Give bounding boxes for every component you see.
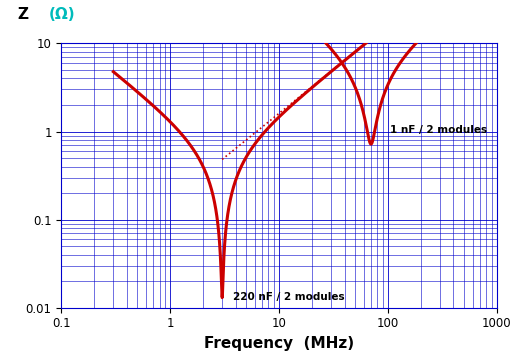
Text: Z: Z [18, 7, 34, 22]
Text: (Ω): (Ω) [48, 7, 75, 22]
Text: 1 nF / 2 modules: 1 nF / 2 modules [390, 125, 487, 135]
X-axis label: Frequency  (MHz): Frequency (MHz) [204, 336, 354, 351]
Text: 220 nF / 2 modules: 220 nF / 2 modules [233, 292, 345, 302]
